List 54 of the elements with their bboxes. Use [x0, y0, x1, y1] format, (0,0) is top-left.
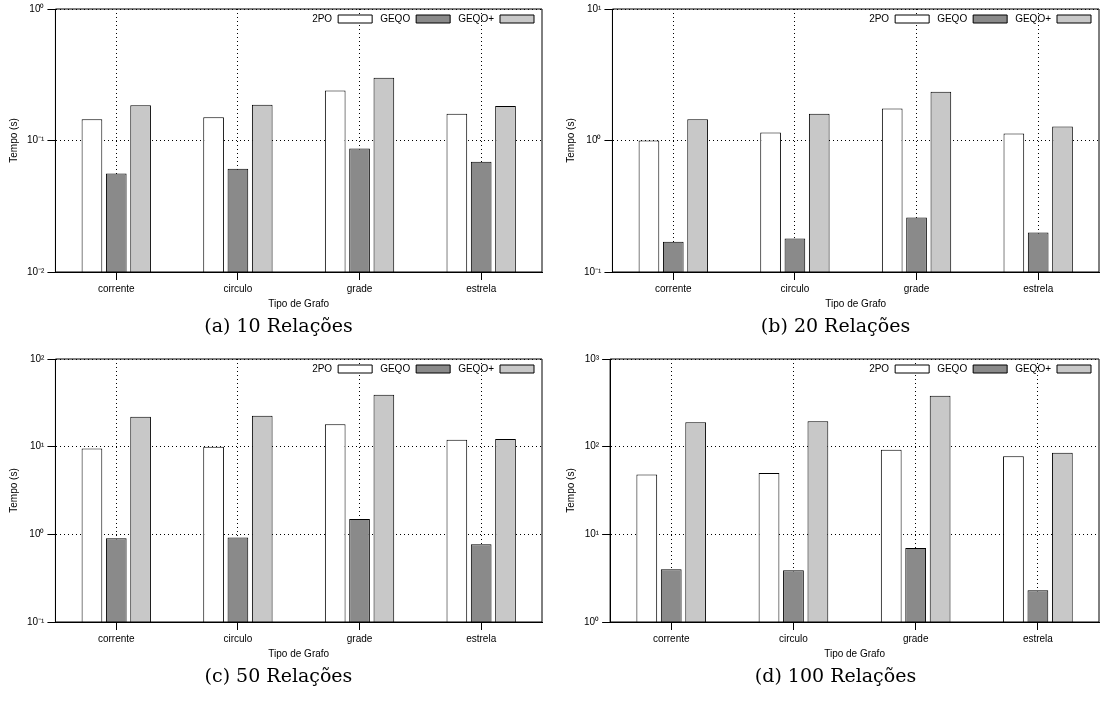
x-tick-label: estrela	[465, 282, 497, 294]
legend-label: 2PO	[311, 12, 332, 24]
y-tick-label: 10⁰	[585, 134, 601, 146]
y-tick-label: 10²	[584, 440, 600, 452]
legend-label: GEQO	[379, 12, 410, 24]
x-tick-label: estrela	[1022, 632, 1053, 644]
y-axis-title: Tempo (s)	[7, 468, 19, 513]
y-tick-label: 10¹	[29, 440, 45, 452]
legend-label: GEQO+	[457, 12, 494, 24]
legend-label: GEQO	[379, 362, 410, 374]
text: (a) 10 Relações	[204, 314, 353, 336]
text: (b) 20 Relações	[760, 314, 911, 336]
y-tick-label: 10⁻¹	[26, 134, 45, 146]
x-tick-label: corrente	[652, 632, 690, 644]
legend-label: 2PO	[868, 12, 889, 24]
legend-label: GEQO	[936, 362, 967, 374]
x-axis-title: Tipo de Grafo	[824, 297, 887, 309]
x-tick-label: circulo	[222, 282, 253, 294]
y-axis-title: Tempo (s)	[564, 468, 576, 513]
y-tick-label: 10⁻²	[26, 265, 45, 277]
text: (c) 50 Relações	[204, 664, 353, 686]
y-tick-label: 10¹	[584, 528, 600, 540]
x-tick-label: grade	[902, 632, 929, 644]
y-tick-label: 10⁰	[583, 615, 599, 627]
y-axis-title: Tempo (s)	[564, 118, 576, 163]
x-tick-label: circulo	[778, 632, 808, 644]
x-axis-title: Tipo de Grafo	[267, 647, 330, 659]
y-tick-label: 10⁰	[28, 528, 44, 540]
y-tick-label: 10³	[584, 352, 600, 364]
y-axis-title: Tempo (s)	[7, 118, 19, 163]
y-tick-label: 10⁻¹	[583, 265, 602, 277]
legend-label: GEQO+	[1014, 362, 1051, 374]
legend-label: 2PO	[311, 362, 332, 374]
legend-label: GEQO+	[457, 362, 494, 374]
x-tick-label: estrela	[465, 632, 497, 644]
y-tick-label: 10¹	[586, 2, 602, 14]
x-axis-title: Tipo de Grafo	[823, 647, 885, 659]
y-tick-label: 10⁻¹	[26, 615, 45, 627]
x-axis-title: Tipo de Grafo	[267, 297, 330, 309]
legend-label: 2PO	[868, 362, 889, 374]
y-tick-label: 10⁰	[28, 2, 44, 14]
x-tick-label: estrela	[1022, 282, 1054, 294]
text: (d) 100 Relações	[754, 664, 917, 686]
legend-label: GEQO	[936, 12, 967, 24]
x-tick-label: grade	[903, 282, 930, 294]
x-tick-label: grade	[346, 632, 373, 644]
legend-label: GEQO+	[1014, 12, 1051, 24]
x-tick-label: corrente	[97, 632, 135, 644]
x-tick-label: corrente	[97, 282, 135, 294]
x-tick-label: grade	[346, 282, 373, 294]
x-tick-label: circulo	[779, 282, 810, 294]
x-tick-label: circulo	[222, 632, 253, 644]
x-tick-label: corrente	[654, 282, 692, 294]
y-tick-label: 10²	[29, 352, 45, 364]
